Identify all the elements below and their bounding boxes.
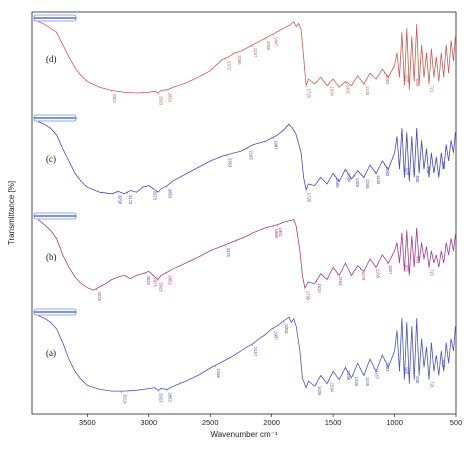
peak-label: 3258 — [118, 195, 123, 205]
peak-label: 754 — [425, 166, 430, 174]
spectrum-c: 3258 3173 2973 2853 2363 2193 1987 1720 1489 1396… — [33, 114, 456, 205]
peak-label: 721 — [429, 269, 434, 277]
x-tick-label: 1500 — [325, 418, 342, 427]
peak-label: 2157 — [253, 48, 258, 58]
peak-label: 2458 — [216, 368, 221, 378]
peak-label: 2193 — [248, 150, 253, 160]
peak-label: 925 — [404, 168, 409, 176]
peak-label: 625 — [441, 162, 446, 170]
x-tick-label: 3000 — [140, 418, 157, 427]
x-tick-label: 2000 — [263, 418, 280, 427]
spectrum-line — [37, 20, 456, 94]
peak-label: 2923 — [159, 282, 164, 292]
peak-label: 838 — [415, 79, 420, 87]
plot-frame — [31, 11, 457, 415]
peak-label: 2973 — [153, 191, 158, 201]
peak-label: 1083 — [385, 362, 390, 372]
peak-label: 1057 — [388, 265, 393, 275]
panel-label: (a) — [46, 348, 56, 358]
peak-label: 2050 — [266, 41, 271, 51]
peak-label: 1903 — [284, 324, 289, 334]
x-tick-label: 3500 — [79, 418, 96, 427]
panel-label: (b) — [46, 252, 57, 262]
peak-label: 1534 — [329, 87, 334, 97]
peak-label: 1245 — [365, 377, 370, 387]
peak-label: 1987 — [274, 331, 279, 341]
peak-label: 838 — [415, 376, 420, 384]
peak-label: 2853 — [167, 189, 172, 199]
peak-label: 1398 — [346, 371, 351, 381]
peak-label: 3426 — [97, 292, 102, 302]
peak-label: 1986 — [274, 229, 279, 239]
peak-label: 2973 — [153, 277, 158, 287]
x-axis-label: Wavenumber cm⁻¹ — [210, 430, 277, 439]
peak-label: 3303 — [112, 93, 117, 103]
peak-label: 838 — [415, 176, 420, 184]
peak-label: 1158 — [376, 269, 381, 279]
peak-label: 1245 — [365, 179, 370, 189]
peak-label: 1167 — [375, 370, 380, 380]
peak-label: 3173 — [128, 195, 133, 205]
panel-label: (c) — [46, 154, 56, 164]
peak-label: 1464 — [338, 276, 343, 286]
peak-label: 1083 — [385, 75, 390, 85]
x-axis-ticks: 3500 3000 2500 2000 1500 1000 500 — [79, 414, 462, 427]
spectrum-line — [37, 121, 456, 195]
spectrum-line — [37, 315, 456, 392]
x-tick-label: 500 — [450, 418, 463, 427]
peak-label: 1720 — [307, 193, 312, 203]
peak-label: 1730 — [305, 291, 310, 301]
peak-label: 2286 — [237, 55, 242, 65]
panel-label: (d) — [46, 54, 57, 64]
peak-label: 2853 — [167, 93, 172, 103]
spectrum-d: 3303 2923 2853 2372 2286 2157 2050 1987 1720 1534… — [33, 14, 456, 106]
peak-label: 1987 — [274, 140, 279, 150]
peak-label: 1534 — [329, 383, 334, 393]
peak-label: 721 — [429, 85, 434, 93]
peak-label: 1720 — [307, 89, 312, 99]
peak-label: 1083 — [385, 167, 390, 177]
peak-label: 1402 — [346, 85, 351, 95]
peak-label: 2853 — [167, 275, 172, 285]
spectrum-a: 3219 2923 2853 2458 2157 1987 1903 1635 1534 1398… — [33, 308, 456, 404]
peak-label: 2923 — [159, 96, 164, 106]
peak-label: 1279 — [361, 271, 366, 281]
peak-label: 925 — [404, 367, 409, 375]
peak-label: 3219 — [122, 394, 127, 404]
peak-label: 925 — [404, 265, 409, 273]
peak-label: 925 — [404, 75, 409, 83]
peak-label: 1156 — [376, 175, 381, 185]
peak-label: 1634 — [317, 284, 322, 294]
peak-label: 2157 — [253, 347, 258, 357]
peak-label: 2363 — [228, 158, 233, 168]
peak-label: 1635 — [317, 386, 322, 396]
peak-label: 2372 — [226, 61, 231, 71]
peak-label: 721 — [429, 381, 434, 389]
peak-label: 2853 — [167, 392, 172, 402]
peak-label: 2376 — [226, 248, 231, 258]
x-tick-label: 1000 — [386, 418, 403, 427]
peak-label: 1987 — [274, 37, 279, 47]
peak-label: 833 — [416, 256, 421, 264]
y-axis-label: Transmittance [%] — [7, 181, 16, 245]
peak-label: 1325 — [355, 178, 360, 188]
peak-label: 1245 — [365, 86, 370, 96]
peak-label: 1396 — [346, 173, 351, 183]
x-tick-label: 2500 — [202, 418, 219, 427]
spectrum-line — [37, 219, 456, 291]
peak-label: 625 — [441, 360, 446, 368]
peak-label: 1489 — [335, 178, 340, 188]
peak-label: 1951 — [278, 228, 283, 238]
peak-label: 1336 — [354, 377, 359, 387]
peak-label: 3025 — [146, 276, 151, 286]
peak-label: 2923 — [159, 393, 164, 403]
